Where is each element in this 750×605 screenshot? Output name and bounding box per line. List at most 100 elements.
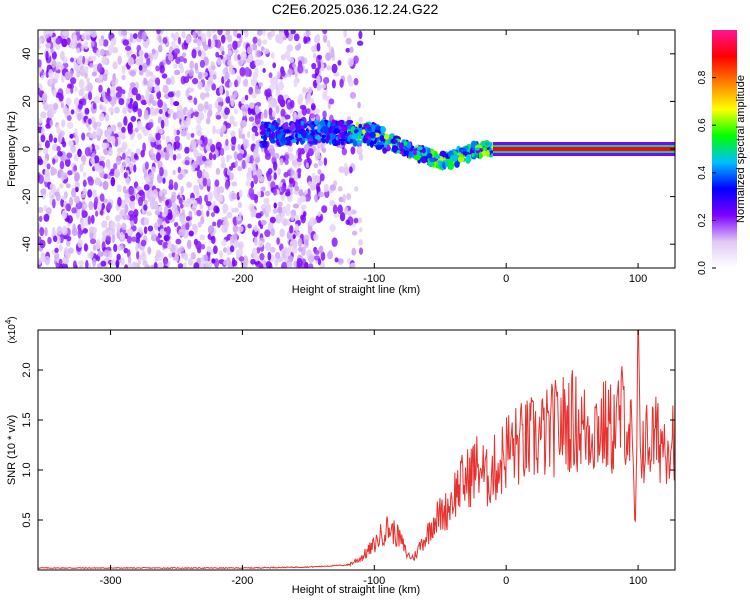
spectrogram-cell (81, 32, 87, 41)
spectrogram-cell (252, 36, 258, 44)
spectrogram-cell (38, 44, 41, 50)
spectrogram-cell (200, 209, 204, 219)
spectrogram-cell (322, 30, 328, 35)
spectrogram-cell (292, 159, 297, 167)
spectrogram-cell (148, 171, 155, 181)
spectrogram-cell (173, 48, 181, 55)
spectrogram-cell (73, 34, 78, 44)
spectrogram-cell (304, 193, 311, 202)
spectrogram-cell (85, 34, 91, 41)
snr-x-ticks: -300 -200 -100 0 100 (100, 330, 647, 587)
spectrogram-cell (447, 162, 455, 170)
spectrogram-cell (124, 193, 130, 200)
spectrogram-cell (98, 38, 104, 47)
spectrogram-cell (241, 97, 246, 103)
spectrogram-cell (173, 69, 181, 76)
spectrogram-cell (110, 124, 117, 132)
spectrogram-cell (304, 238, 309, 246)
spectrogram-cell (108, 107, 114, 113)
spectrogram-cell (213, 245, 218, 254)
spectrogram-cell (77, 229, 82, 239)
spectrogram-cell (293, 260, 297, 268)
spectrogram-cell (98, 112, 105, 122)
spectrogram-cell (48, 133, 53, 143)
spectrogram-cell (326, 40, 331, 48)
spectrogram-cell (101, 230, 109, 238)
spectrogram-cell (294, 185, 300, 192)
spectrogram-cell (56, 235, 61, 245)
spectrogram-cell (264, 152, 271, 160)
spectrogram-cell (38, 117, 43, 124)
spectrogram-cell (211, 83, 217, 91)
spectrogram-cell (351, 247, 357, 256)
spectrogram-cell (276, 71, 281, 79)
spectrogram-cell (84, 65, 89, 74)
spectrogram-cell (248, 86, 254, 95)
spectrogram-cell (185, 222, 190, 231)
spectrogram-cell (349, 262, 356, 268)
spectrogram-cell (43, 102, 48, 111)
spectrogram-cell (215, 167, 221, 176)
spectrogram-cell (154, 138, 162, 145)
spectrogram-cell (115, 91, 122, 98)
spectrogram-cell (358, 116, 364, 124)
spectrogram-cell (94, 196, 99, 206)
spectrogram-cell (250, 258, 256, 265)
spectrogram-cell (79, 163, 84, 173)
spectrogram-cell (180, 220, 187, 226)
spectrogram-cell (245, 180, 251, 187)
spectrogram-cell (276, 237, 280, 245)
spectrogram-cell (148, 121, 154, 129)
spectrogram-cell (82, 171, 87, 178)
spectrogram-cell (230, 98, 235, 107)
spectrogram-cell (108, 44, 114, 54)
spectrogram-cell (135, 148, 141, 156)
spectrogram-cell (285, 191, 291, 197)
spectrogram-cell (300, 204, 307, 210)
spectrogram-cell (392, 139, 398, 144)
spectrogram-cell (82, 228, 88, 234)
spectrogram-cell (247, 223, 252, 229)
spectrogram-cell (234, 79, 239, 88)
spectrogram-cell (203, 136, 208, 146)
spectrogram-cell (253, 208, 257, 217)
spectrogram-cell (66, 235, 72, 242)
spectrogram-cell (258, 82, 263, 88)
spectrogram-cell (70, 57, 74, 63)
spectrogram-cell (348, 79, 354, 87)
spectrogram-cell (214, 128, 222, 135)
spectrogram-cell (183, 58, 187, 64)
spectrogram-cell (233, 151, 238, 160)
spectrogram-cell (280, 108, 286, 118)
spectrogram-cell (297, 64, 304, 74)
spectrogram-cell (162, 177, 166, 184)
spectrogram-cell (247, 167, 253, 173)
spectrogram-cell (53, 154, 59, 160)
spectrogram-cell (89, 238, 97, 245)
spectrogram-cell (175, 56, 181, 65)
spectrogram-cell (261, 140, 268, 148)
spectrogram-cell (307, 148, 314, 157)
spectrogram-cell (227, 49, 233, 57)
spectrogram-cell (188, 210, 193, 218)
spectrogram-cell (70, 77, 77, 85)
spectrogram-cell (212, 74, 217, 80)
spectrogram-cell (74, 128, 78, 138)
spectrogram-cell (185, 34, 192, 44)
spectrogram-cell (290, 30, 296, 35)
spectrogram-cell (137, 108, 143, 118)
spectrogram-cell (138, 64, 143, 71)
spectrogram-cell (319, 173, 325, 182)
spectrogram-cell (54, 191, 60, 197)
spectrogram-cell (40, 111, 47, 119)
spectrogram-cell (297, 110, 302, 120)
spectrogram-cell (241, 159, 246, 170)
spectrogram-cell (347, 57, 354, 67)
spectrogram-cell (293, 171, 298, 182)
spectrogram-cell (190, 132, 195, 138)
spectrogram-cell (167, 212, 173, 221)
spectrogram-cell (238, 130, 242, 139)
spectrogram-cell (259, 131, 265, 136)
spectrogram-cell (337, 140, 341, 146)
